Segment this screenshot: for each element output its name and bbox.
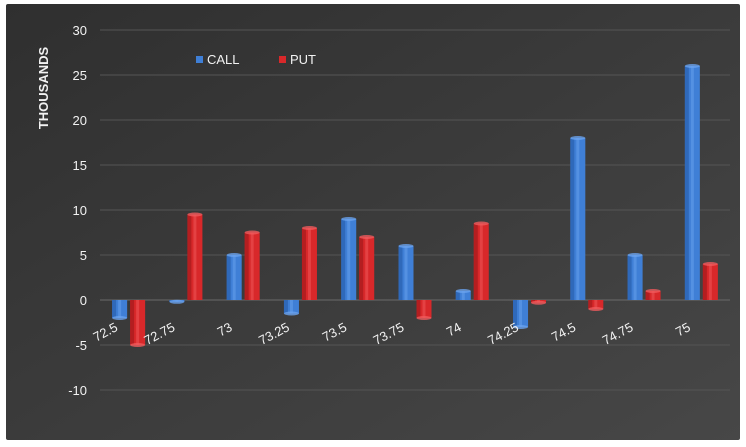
bar-put-73.75[interactable] [416, 300, 432, 320]
bar-call-73[interactable] [226, 253, 242, 300]
bars [112, 64, 718, 347]
bar-put-74[interactable] [473, 221, 489, 301]
bar-call-74.25[interactable] [513, 300, 529, 329]
legend-item-call[interactable]: CALL [196, 52, 240, 67]
bar-call-72.5[interactable] [112, 300, 128, 320]
x-tick-label: 73 [215, 319, 235, 339]
bar-put-75[interactable] [702, 262, 718, 300]
bar-call-72.75[interactable] [169, 299, 185, 304]
legend-label-put: PUT [290, 52, 316, 67]
legend-swatch-call [196, 56, 203, 63]
bar-put-72.5[interactable] [130, 300, 146, 347]
bar-call-74[interactable] [455, 289, 471, 300]
y-tick-label: 0 [80, 293, 87, 308]
y-tick-label: 25 [73, 68, 87, 83]
legend: CALL PUT [196, 52, 316, 67]
x-tick-label: 74 [444, 319, 464, 339]
bar-put-73.5[interactable] [359, 235, 375, 300]
legend-label-call: CALL [207, 52, 240, 67]
bar-put-72.75[interactable] [187, 212, 203, 301]
bar-put-74.25[interactable] [531, 300, 547, 305]
x-tick-label: 75 [673, 319, 693, 339]
bar-call-75[interactable] [684, 64, 700, 300]
y-tick-labels: 30 25 20 15 10 5 0 -5 -10 [68, 23, 87, 398]
bar-call-73.75[interactable] [398, 244, 414, 300]
y-tick-label: 20 [73, 113, 87, 128]
bar-put-73.25[interactable] [301, 226, 317, 300]
y-tick-label: 5 [80, 248, 87, 263]
bar-call-74.5[interactable] [570, 136, 586, 300]
bar-call-73.5[interactable] [341, 217, 357, 300]
bar-call-74.75[interactable] [627, 253, 643, 300]
bar-put-74.75[interactable] [645, 289, 661, 300]
bar-put-73[interactable] [244, 230, 260, 301]
bar-call-73.25[interactable] [283, 300, 299, 316]
y-tick-label: 10 [73, 203, 87, 218]
legend-item-put[interactable]: PUT [279, 52, 316, 67]
y-tick-label: -5 [75, 338, 87, 353]
gridlines [100, 29, 730, 391]
y-tick-label: 30 [73, 23, 87, 38]
legend-swatch-put [279, 56, 286, 63]
plot-background [6, 4, 740, 440]
y-axis-label: THOUSANDS [36, 47, 51, 130]
y-tick-label: 15 [73, 158, 87, 173]
bar-put-74.5[interactable] [588, 300, 604, 311]
y-tick-label: -10 [68, 383, 87, 398]
